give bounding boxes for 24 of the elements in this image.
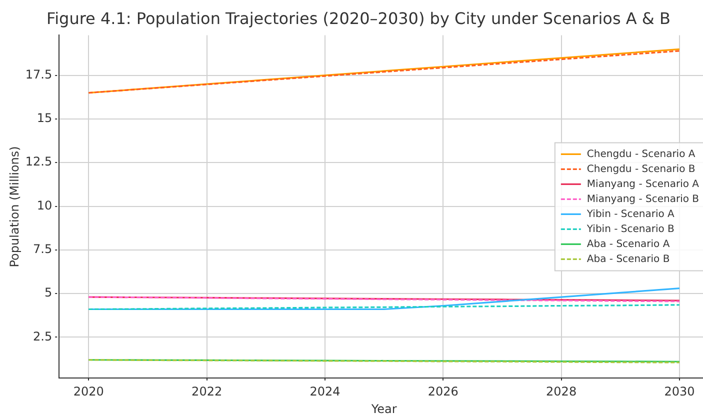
legend-label: Chengdu - Scenario A (586, 148, 696, 160)
y-tick-label: 7.5 (33, 242, 52, 256)
legend-label: Aba - Scenario B (586, 254, 670, 265)
y-tick-label: 17.5 (25, 67, 52, 82)
y-tick-label: 5 (44, 286, 52, 300)
y-tick-label: 10 (36, 198, 52, 212)
y-tick-label: 15 (36, 111, 52, 126)
legend-label: Chengdu - Scenario B (586, 164, 696, 175)
x-axis-title: Year (370, 402, 397, 416)
chart-title: Figure 4.1: Population Trajectories (2020–2030) by City under Scenarios A & B (46, 8, 670, 28)
x-tick-label: 2020 (73, 384, 104, 399)
legend-label: Aba - Scenario A (586, 238, 670, 250)
legend-label: Yibin - Scenario A (586, 208, 675, 220)
x-tick-label: 2022 (192, 384, 222, 399)
y-tick-label: 12.5 (25, 154, 52, 169)
y-tick-label: 2.5 (33, 329, 52, 344)
y-axis-title: Population (Millions) (7, 146, 22, 268)
x-tick-label: 2030 (664, 384, 695, 399)
legend-label: Mianyang - Scenario B (586, 194, 700, 205)
x-tick-label: 2026 (428, 384, 458, 399)
x-tick-label: 2028 (546, 384, 577, 399)
x-tick-label: 2024 (310, 384, 340, 399)
legend-label: Yibin - Scenario B (586, 224, 675, 235)
legend-label: Mianyang - Scenario A (586, 178, 700, 190)
